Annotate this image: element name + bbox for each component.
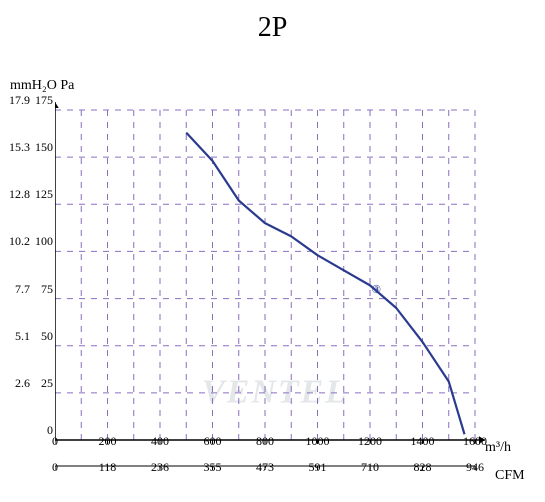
x-tick-label-cfm: 355 <box>198 460 228 475</box>
x-tick-label-cfm: 0 <box>40 460 70 475</box>
x-tick-label-cfm: 946 <box>460 460 490 475</box>
x-tick-label-cfm: 473 <box>250 460 280 475</box>
x-tick-label-m3h: 1000 <box>303 434 333 449</box>
y-tick-label-mmh2o: 2.6 <box>0 376 30 391</box>
chart-title: 2P <box>0 12 545 44</box>
y-tick-label-pa: 125 <box>28 187 53 202</box>
x-tick-label-cfm: 710 <box>355 460 385 475</box>
x-tick-label-cfm: 118 <box>93 460 123 475</box>
y-tick-label-mmh2o: 12.8 <box>0 187 30 202</box>
y-tick-label-mmh2o: 7.7 <box>0 282 30 297</box>
x-axis-label-cfm: CFM <box>495 468 525 484</box>
x-tick-label-m3h: 800 <box>250 434 280 449</box>
y-tick-label-pa: 150 <box>28 140 53 155</box>
y-tick-label-pa: 25 <box>28 376 53 391</box>
x-tick-label-m3h: 1200 <box>355 434 385 449</box>
plot-area: VENTEL ③ <box>55 100 493 480</box>
y-tick-label-pa: 175 <box>28 93 53 108</box>
x-tick-label-cfm: 828 <box>408 460 438 475</box>
y-tick-label-mmh2o: 5.1 <box>0 329 30 344</box>
chart-container: 2P mmH₂O Pa VENTEL ③ 0 2.625 5.150 7.775 10.2… <box>0 0 545 502</box>
y-axis-label: mmH₂O Pa <box>10 78 74 94</box>
x-tick-label-m3h: 400 <box>145 434 175 449</box>
y-tick-label-mmh2o: 15.3 <box>0 140 30 155</box>
x-tick-label-m3h: 1400 <box>408 434 438 449</box>
x-tick-label-m3h: 200 <box>93 434 123 449</box>
x-tick-label-m3h: 0 <box>40 434 70 449</box>
y-axis-arrow <box>55 102 59 108</box>
x-tick-label-cfm: 236 <box>145 460 175 475</box>
x-tick-label-m3h: 600 <box>198 434 228 449</box>
curve-marker: ③ <box>371 284 381 296</box>
y-tick-label-mmh2o: 17.9 <box>0 93 30 108</box>
y-tick-label-pa: 100 <box>28 234 53 249</box>
x-tick-label-cfm: 591 <box>303 460 333 475</box>
y-tick-label-pa: 50 <box>28 329 53 344</box>
y-tick-label-pa: 75 <box>28 282 53 297</box>
y-tick-label-mmh2o: 10.2 <box>0 234 30 249</box>
watermark: VENTEL <box>202 373 348 410</box>
x-axis-label-m3h: m³/h <box>485 440 511 456</box>
